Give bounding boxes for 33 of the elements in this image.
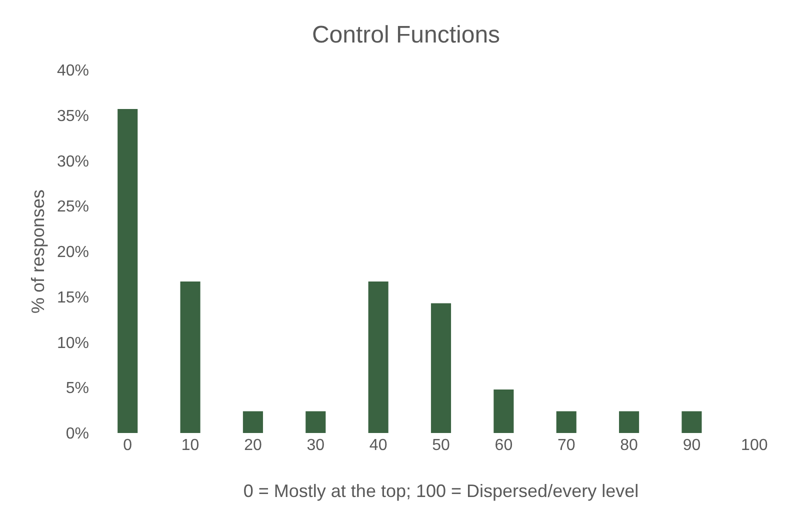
x-tick-label: 50 [432, 437, 450, 454]
bar [619, 411, 640, 433]
bar [368, 281, 388, 433]
y-tick-label: 40% [56, 62, 89, 80]
x-axis-title: 0 = Mostly at the top; 100 = Dispersed/every level [243, 481, 639, 501]
x-tick-label: 30 [306, 437, 325, 454]
x-tick-label: 10 [181, 437, 200, 454]
bar [556, 411, 576, 433]
y-tick-label: 35% [56, 108, 89, 125]
x-tick-label: 0 [123, 437, 132, 454]
y-tick-label: 10% [56, 334, 89, 352]
y-tick-label: 25% [56, 198, 89, 216]
x-tick-label: 90 [682, 437, 701, 454]
y-tick-label: 15% [56, 289, 89, 306]
bar [306, 411, 326, 433]
bar [682, 411, 702, 433]
x-tick-label: 40 [369, 437, 388, 454]
y-tick-label: 30% [56, 153, 89, 170]
bar [180, 281, 200, 433]
bar [242, 411, 263, 433]
y-tick-label: 20% [56, 244, 89, 262]
bar [494, 389, 514, 433]
x-tick-label: 100 [741, 437, 768, 454]
y-tick-label: 0% [66, 426, 89, 443]
x-tick-label: 20 [244, 437, 262, 454]
x-tick-label: 60 [494, 437, 513, 454]
bar [118, 109, 138, 433]
y-tick-label: 5% [66, 380, 89, 398]
bar [430, 303, 452, 433]
x-tick-label: 80 [620, 437, 638, 454]
y-axis-title: % of responses [28, 189, 48, 314]
x-tick-label: 70 [557, 437, 576, 454]
chart-title: Control Functions [312, 21, 500, 48]
